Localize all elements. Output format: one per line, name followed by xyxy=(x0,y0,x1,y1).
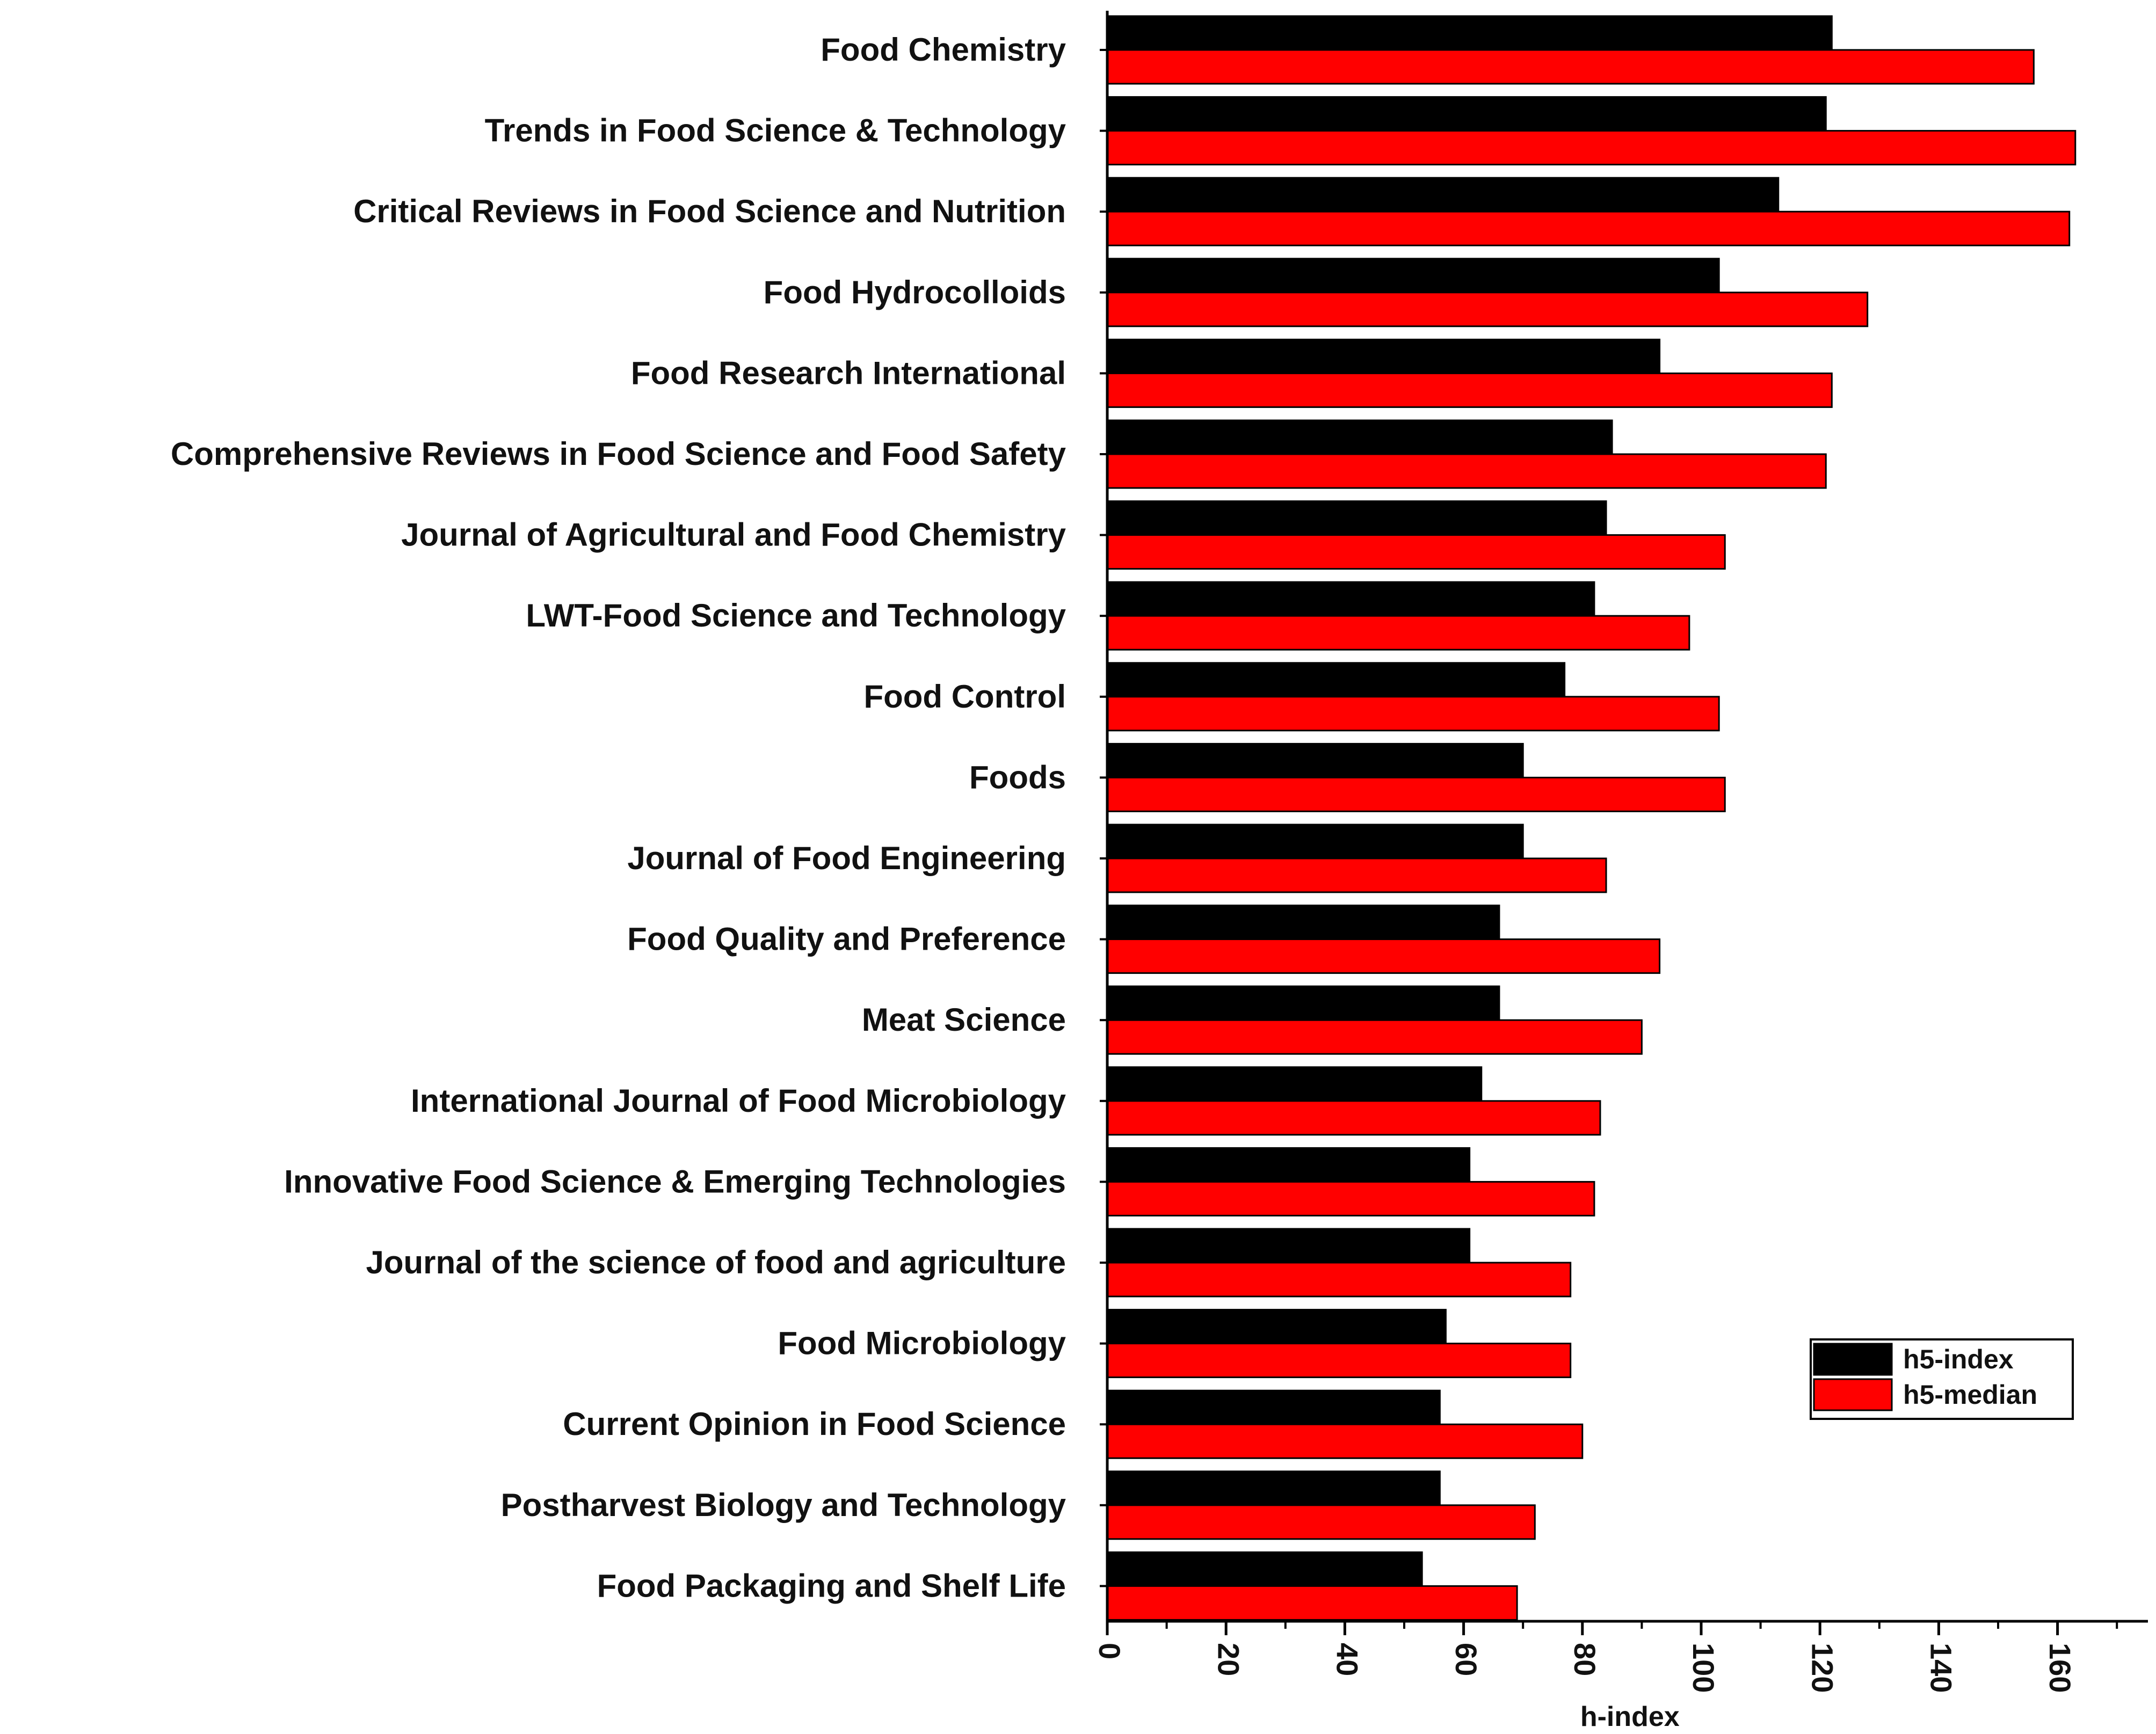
category-label: Innovative Food Science & Emerging Techn… xyxy=(284,1163,1066,1199)
x-axis-title: h-index xyxy=(1580,1701,1680,1732)
x-tick-label: 160 xyxy=(2043,1643,2077,1693)
bar-h5-median-5 xyxy=(1106,372,1833,408)
category-label: Journal of Agricultural and Food Chemist… xyxy=(401,517,1066,553)
bar-h5-median-17 xyxy=(1106,1343,1572,1379)
x-tick-label: 20 xyxy=(1211,1643,1245,1676)
bar-h5-index-8 xyxy=(1106,581,1595,617)
bar-h5-median-6 xyxy=(1106,453,1827,489)
bar-h5-median-15 xyxy=(1106,1181,1595,1216)
category-label: International Journal of Food Microbiolo… xyxy=(411,1083,1066,1119)
bar-h5-index-19 xyxy=(1106,1470,1441,1506)
category-label: Comprehensive Reviews in Food Science an… xyxy=(171,436,1066,472)
bar-h5-median-8 xyxy=(1106,615,1690,651)
bar-h5-median-4 xyxy=(1106,292,1869,327)
bar-h5-median-9 xyxy=(1106,696,1720,732)
bar-h5-median-19 xyxy=(1106,1504,1536,1540)
category-label: Food Quality and Preference xyxy=(627,921,1066,957)
category-label: Food Control xyxy=(863,679,1066,715)
bars-layer xyxy=(1106,15,2077,1621)
category-label: Journal of the science of food and agric… xyxy=(366,1244,1066,1280)
category-labels: Food Chemistry Trends in Food Science & T… xyxy=(171,32,1066,1604)
x-tick-label: 80 xyxy=(1568,1643,1602,1676)
bar-h5-index-13 xyxy=(1106,985,1500,1021)
legend-swatch-h5-median xyxy=(1813,1378,1893,1411)
category-label: Critical Reviews in Food Science and Nut… xyxy=(353,193,1066,229)
category-label: Food Packaging and Shelf Life xyxy=(597,1568,1066,1604)
bar-h5-index-17 xyxy=(1106,1309,1447,1345)
legend-swatch-h5-index xyxy=(1813,1343,1893,1376)
bar-h5-median-14 xyxy=(1106,1100,1601,1136)
x-tick-label: 0 xyxy=(1093,1643,1127,1659)
bar-h5-median-11 xyxy=(1106,857,1607,893)
axis-layer: 0 20 40 60 80 100 120 140 160 h-index xyxy=(1093,11,2148,1732)
bar-h5-index-4 xyxy=(1106,258,1720,294)
x-tick-label: 60 xyxy=(1449,1643,1483,1676)
category-label: Food Hydrocolloids xyxy=(764,274,1066,310)
bar-h5-median-18 xyxy=(1106,1423,1584,1459)
bar-h5-index-18 xyxy=(1106,1389,1441,1425)
x-tick-label: 140 xyxy=(1925,1643,1958,1693)
bar-h5-median-2 xyxy=(1106,130,2077,166)
bar-h5-median-12 xyxy=(1106,938,1661,974)
legend-label-h5-index: h5-index xyxy=(1903,1344,2014,1374)
category-label: Current Opinion in Food Science xyxy=(563,1406,1066,1442)
bar-h5-index-12 xyxy=(1106,905,1500,941)
bar-h5-median-10 xyxy=(1106,776,1726,812)
bar-h5-index-16 xyxy=(1106,1228,1471,1264)
bar-h5-index-20 xyxy=(1106,1551,1423,1587)
category-label: Food Chemistry xyxy=(821,32,1066,68)
category-label: LWT-Food Science and Technology xyxy=(526,598,1066,633)
category-label: Postharvest Biology and Technology xyxy=(501,1487,1066,1523)
legend-label-h5-median: h5-median xyxy=(1903,1380,2037,1410)
category-label: Foods xyxy=(969,759,1066,795)
bar-h5-median-16 xyxy=(1106,1262,1572,1298)
bar-h5-index-11 xyxy=(1106,824,1524,859)
category-label: Food Research International xyxy=(631,355,1066,391)
x-tick-label: 120 xyxy=(1805,1643,1839,1693)
bar-h5-index-2 xyxy=(1106,96,1827,132)
bar-h5-index-14 xyxy=(1106,1066,1483,1102)
bar-h5-index-15 xyxy=(1106,1147,1471,1183)
bar-h5-index-5 xyxy=(1106,338,1661,374)
legend: h5-index h5-median xyxy=(1810,1338,2074,1420)
bar-h5-median-13 xyxy=(1106,1019,1643,1055)
bar-h5-index-7 xyxy=(1106,500,1607,536)
category-label: Trends in Food Science & Technology xyxy=(485,113,1066,149)
bar-h5-median-20 xyxy=(1106,1585,1518,1621)
category-label: Food Microbiology xyxy=(778,1325,1066,1361)
category-label: Meat Science xyxy=(862,1002,1066,1038)
bar-h5-index-3 xyxy=(1106,177,1780,213)
x-tick-label: 40 xyxy=(1331,1643,1364,1676)
bar-h5-median-7 xyxy=(1106,534,1726,570)
x-tick-label: 100 xyxy=(1687,1643,1721,1693)
bar-h5-index-1 xyxy=(1106,15,1833,51)
bar-h5-index-10 xyxy=(1106,742,1524,778)
bar-h5-index-9 xyxy=(1106,662,1566,698)
category-label: Journal of Food Engineering xyxy=(627,840,1066,876)
bar-h5-index-6 xyxy=(1106,419,1613,455)
bar-h5-median-3 xyxy=(1106,210,2071,246)
bar-h5-median-1 xyxy=(1106,49,2035,85)
